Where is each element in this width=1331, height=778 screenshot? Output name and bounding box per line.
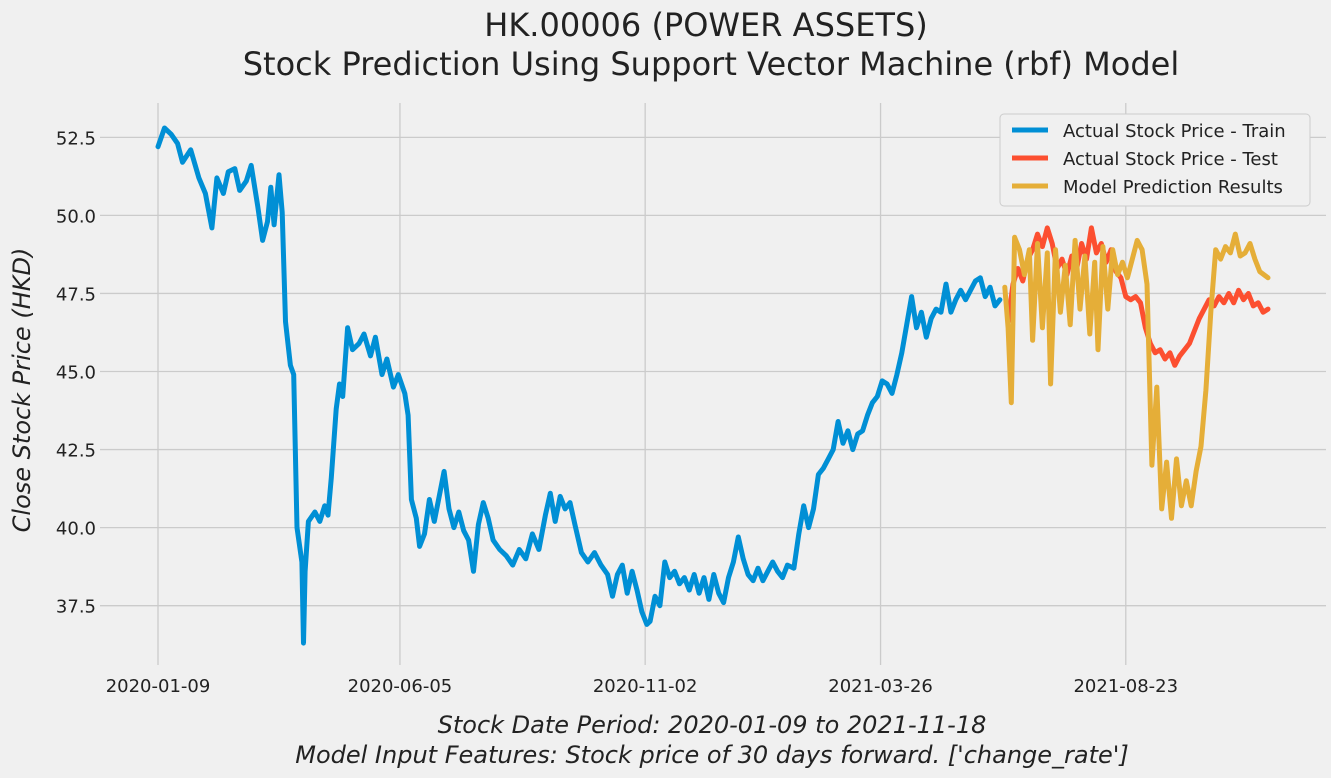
y-tick-label: 42.5 [56,441,96,462]
x-tick-label: 2021-08-23 [1073,676,1178,697]
series-test-line [1005,225,1271,368]
y-tick-label: 40.0 [56,519,96,540]
series-lines [155,125,1271,646]
legend-label-test: Actual Stock Price - Test [1063,149,1278,170]
x-axis-label-line2: Model Input Features: Stock price of 30 … [295,741,1129,769]
series-train-line [155,125,1003,646]
y-axis-label: Close Stock Price (HKD) [8,248,36,533]
x-axis-ticks: 2020-01-09 2020-06-05 2020-11-02 2021-03-26… [106,676,1178,697]
x-tick-label: 2020-06-05 [348,676,453,697]
legend: Actual Stock Price - Train Actual Stock … [999,113,1311,207]
chart-title: HK.00006 (POWER ASSETS) [484,6,928,44]
x-tick-label: 2021-03-26 [828,676,933,697]
x-tick-label: 2020-11-02 [593,676,698,697]
y-tick-label: 37.5 [56,597,96,618]
y-tick-label: 50.0 [56,206,96,227]
y-tick-label: 47.5 [56,284,96,305]
x-tick-label: 2020-01-09 [106,676,211,697]
y-tick-label: 52.5 [56,128,96,149]
legend-box [999,113,1311,207]
x-axis-label-line1: Stock Date Period: 2020-01-09 to 2021-11… [438,711,987,739]
y-tick-label: 45.0 [56,363,96,384]
chart-subtitle: Stock Prediction Using Support Vector Ma… [243,45,1180,83]
y-axis-ticks: 37.5 40.0 42.5 45.0 47.5 50.0 52.5 [56,128,96,617]
legend-label-train: Actual Stock Price - Train [1063,121,1286,142]
series-prediction-line [1002,231,1271,521]
legend-label-prediction: Model Prediction Results [1063,177,1283,198]
